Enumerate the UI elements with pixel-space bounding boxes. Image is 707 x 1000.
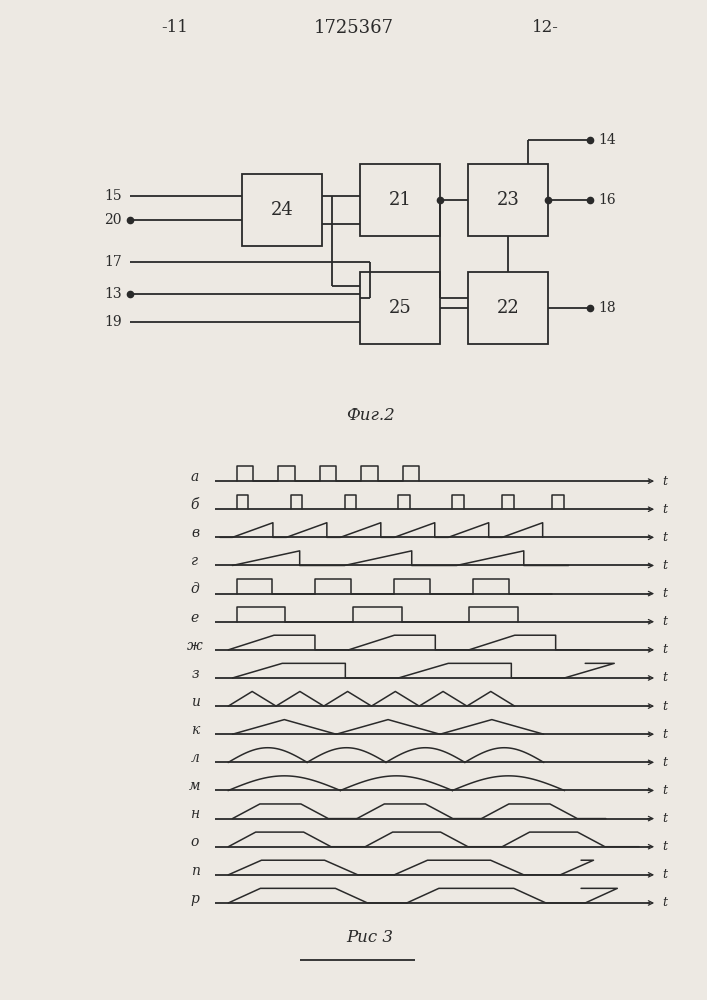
Text: t: t	[662, 475, 667, 488]
Text: t: t	[662, 868, 667, 881]
Text: t: t	[662, 671, 667, 684]
Text: е: е	[191, 610, 199, 624]
Text: t: t	[662, 615, 667, 628]
Bar	[242, 174, 322, 246]
Text: б: б	[191, 498, 199, 512]
Text: t: t	[662, 643, 667, 656]
Text: н: н	[190, 807, 199, 821]
Bar	[360, 164, 440, 236]
Text: м: м	[189, 779, 201, 793]
Text: 17: 17	[104, 255, 122, 269]
Text: t: t	[662, 700, 667, 713]
Text: з: з	[191, 667, 199, 681]
Text: 22: 22	[496, 299, 520, 317]
Text: t: t	[662, 840, 667, 853]
Text: а: а	[191, 470, 199, 484]
Text: t: t	[662, 503, 667, 516]
Text: -11: -11	[162, 19, 189, 36]
Text: 12-: 12-	[532, 19, 559, 36]
Text: 20: 20	[105, 213, 122, 227]
Text: л: л	[191, 751, 199, 765]
Bar	[468, 164, 548, 236]
Text: о: о	[191, 836, 199, 850]
Text: Рис 3: Рис 3	[346, 930, 394, 946]
Bar	[360, 272, 440, 344]
Text: в: в	[191, 526, 199, 540]
Text: 23: 23	[496, 191, 520, 209]
Text: г: г	[192, 554, 199, 568]
Text: t: t	[662, 756, 667, 769]
Text: 15: 15	[105, 189, 122, 203]
Text: t: t	[662, 896, 667, 909]
Text: и: и	[191, 695, 199, 709]
Text: 13: 13	[105, 287, 122, 301]
Text: р: р	[191, 892, 199, 906]
Text: t: t	[662, 559, 667, 572]
Text: Фиг.2: Фиг.2	[346, 406, 395, 424]
Text: 1725367: 1725367	[314, 19, 394, 37]
Text: п: п	[191, 864, 199, 878]
Text: 14: 14	[598, 133, 616, 147]
Text: 21: 21	[389, 191, 411, 209]
Text: 24: 24	[271, 201, 293, 219]
Text: t: t	[662, 531, 667, 544]
Text: 18: 18	[598, 301, 616, 315]
Text: t: t	[662, 587, 667, 600]
Text: t: t	[662, 812, 667, 825]
Text: 16: 16	[598, 193, 616, 207]
Text: t: t	[662, 728, 667, 741]
Bar	[468, 272, 548, 344]
Text: 19: 19	[105, 315, 122, 329]
Text: д: д	[191, 582, 199, 596]
Text: 25: 25	[389, 299, 411, 317]
Text: t: t	[662, 784, 667, 797]
Text: ж: ж	[187, 639, 203, 653]
Text: к: к	[191, 723, 199, 737]
